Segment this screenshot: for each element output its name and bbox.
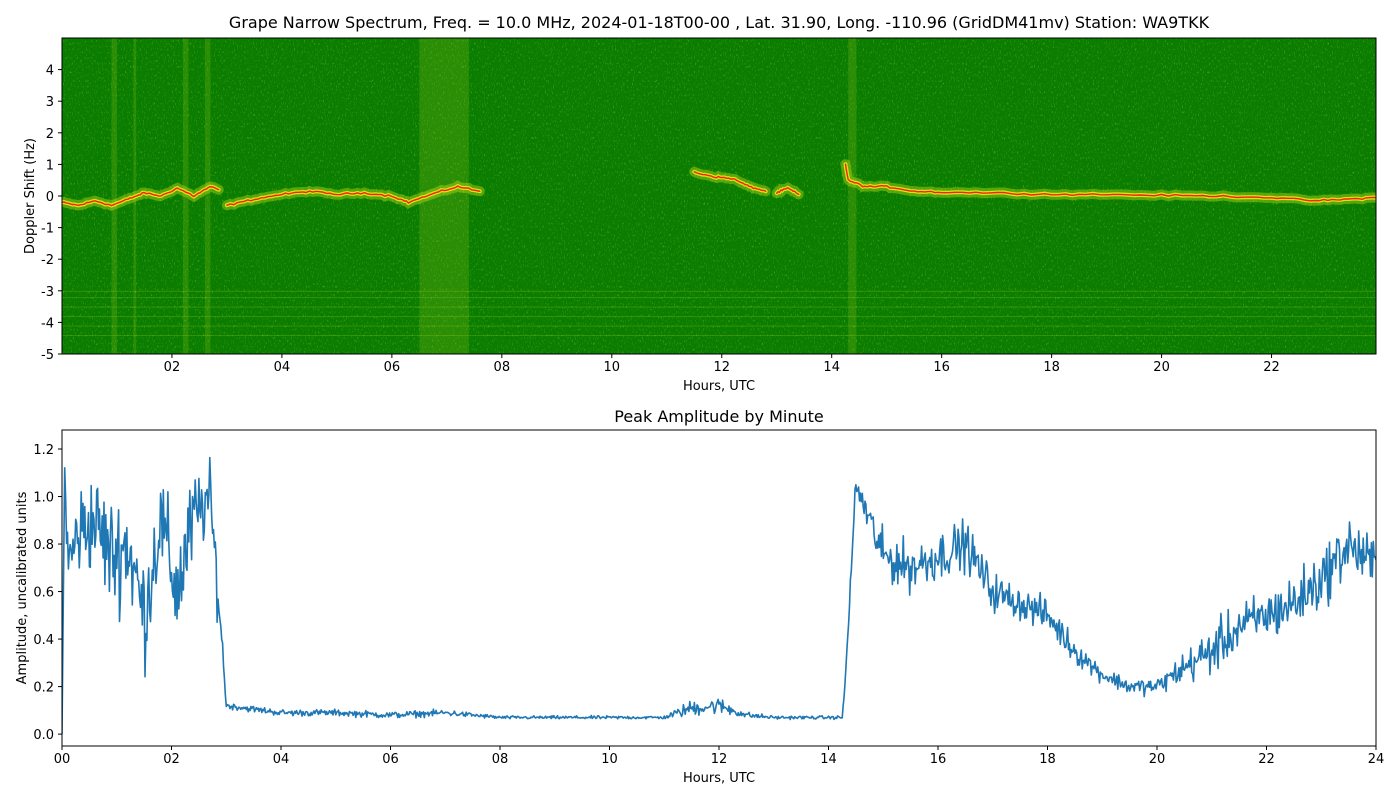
amplitude-background bbox=[62, 430, 1376, 746]
spectrogram-y-tick-label: -5 bbox=[41, 348, 54, 363]
spectrogram-y-tick-label: -3 bbox=[41, 285, 54, 300]
spectrogram-interference-line bbox=[62, 325, 1376, 327]
spectrogram-y-tick-label: 3 bbox=[46, 95, 54, 110]
amplitude-y-tick-label: 1.0 bbox=[33, 491, 54, 506]
spectrogram-x-tick-label: 10 bbox=[604, 360, 621, 375]
amplitude-x-tick-label: 04 bbox=[273, 752, 290, 767]
doppler-trace-peak bbox=[844, 163, 1376, 202]
amplitude-x-tick-label: 16 bbox=[930, 752, 947, 767]
spectrogram-y-tick-label: -2 bbox=[41, 253, 54, 268]
spectrogram-streak bbox=[848, 38, 857, 354]
amplitude-x-tick-label: 20 bbox=[1149, 752, 1166, 767]
spectrogram-streak bbox=[182, 38, 189, 354]
amplitude-x-tick-label: 00 bbox=[54, 752, 71, 767]
spectrogram-x-tick-label: 20 bbox=[1153, 360, 1170, 375]
spectrogram-x-tick-label: 02 bbox=[164, 360, 181, 375]
spectrogram-y-tick-label: 1 bbox=[46, 158, 54, 173]
spectrogram-x-tick-label: 16 bbox=[933, 360, 950, 375]
spectrogram-x-tick-label: 06 bbox=[384, 360, 401, 375]
amplitude-title: Peak Amplitude by Minute bbox=[614, 407, 824, 426]
amplitude-y-tick-label: 0.8 bbox=[33, 538, 54, 553]
spectrogram-interference-line bbox=[62, 316, 1376, 318]
spectrogram-interference-line bbox=[62, 306, 1376, 308]
spectrogram-plot-area bbox=[61, 37, 1377, 355]
spectrogram-y-axis-label: Doppler Shift (Hz) bbox=[23, 138, 38, 254]
spectrogram-x-tick-label: 22 bbox=[1263, 360, 1280, 375]
spectrogram-x-tick-label: 04 bbox=[274, 360, 291, 375]
amplitude-x-axis-label: Hours, UTC bbox=[683, 771, 755, 786]
spectrogram-x-tick-label: 08 bbox=[494, 360, 511, 375]
amplitude-y-tick-label: 0.6 bbox=[33, 586, 54, 601]
spectrogram-interference-line bbox=[62, 335, 1376, 337]
amplitude-plot-area bbox=[61, 429, 1377, 747]
spectrogram-streak bbox=[111, 38, 117, 354]
amplitude-x-tick-label: 08 bbox=[492, 752, 509, 767]
spectrogram-x-tick-label: 14 bbox=[823, 360, 840, 375]
amplitude-y-tick-label: 0.2 bbox=[33, 681, 54, 696]
amplitude-x-tick-label: 12 bbox=[711, 752, 728, 767]
amplitude-y-tick-label: 0.0 bbox=[33, 728, 54, 743]
doppler-trace-peak bbox=[693, 171, 767, 192]
spectrogram-y-tick-label: 2 bbox=[46, 127, 54, 142]
doppler-trace-peak bbox=[776, 186, 800, 196]
amplitude-x-tick-label: 18 bbox=[1039, 752, 1056, 767]
amplitude-x-tick-label: 24 bbox=[1368, 752, 1385, 767]
amplitude-series-line bbox=[62, 456, 1376, 735]
spectrum-title: Grape Narrow Spectrum, Freq. = 10.0 MHz,… bbox=[229, 13, 1210, 32]
spectrogram-x-tick-label: 18 bbox=[1043, 360, 1060, 375]
spectrogram-interference-line bbox=[62, 290, 1376, 292]
spectrogram-y-tick-label: -1 bbox=[41, 222, 54, 237]
amplitude-y-tick-label: 0.4 bbox=[33, 633, 54, 648]
spectrogram-y-tick-label: 4 bbox=[46, 64, 54, 79]
amplitude-x-tick-label: 06 bbox=[382, 752, 399, 767]
amplitude-x-tick-label: 10 bbox=[601, 752, 618, 767]
doppler-trace-peak bbox=[226, 185, 481, 206]
amplitude-x-tick-label: 22 bbox=[1258, 752, 1275, 767]
amplitude-y-axis-label: Amplitude, uncalibrated units bbox=[15, 491, 30, 684]
spectrogram-y-tick-label: 0 bbox=[46, 190, 54, 205]
amplitude-x-tick-label: 14 bbox=[820, 752, 837, 767]
doppler-trace-peak bbox=[62, 185, 220, 207]
spectrogram-x-axis-label: Hours, UTC bbox=[683, 379, 755, 394]
amplitude-y-tick-label: 1.2 bbox=[33, 443, 54, 458]
amplitude-x-tick-label: 02 bbox=[163, 752, 180, 767]
spectrogram-streak bbox=[204, 38, 211, 354]
spectrogram-y-tick-label: -4 bbox=[41, 316, 54, 331]
spectrogram-interference-line bbox=[62, 297, 1376, 299]
spectrogram-x-tick-label: 12 bbox=[713, 360, 730, 375]
